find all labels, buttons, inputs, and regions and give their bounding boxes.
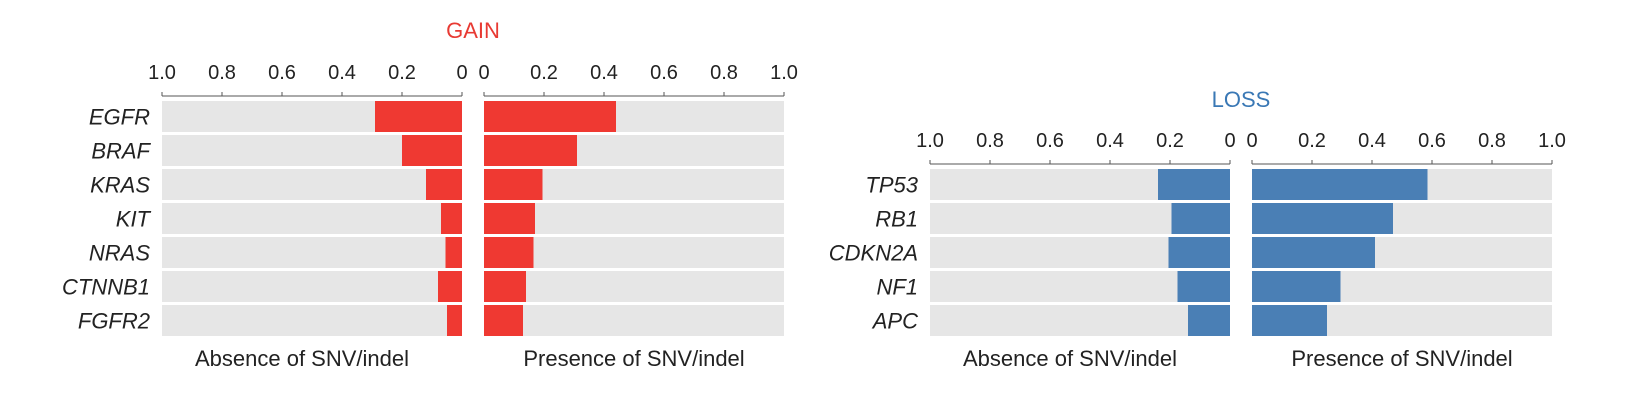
tick-label: 0 [1246,130,1257,152]
tick-label: 0.8 [1478,130,1506,152]
tick-label: 0.8 [710,62,738,84]
tick-label: 0 [1224,130,1235,152]
row-background [162,203,462,234]
tick-label: 0.4 [1358,130,1386,152]
bar-absence [447,305,462,336]
tick-label: 0.2 [388,62,416,84]
row-background [484,271,784,302]
bar-presence [484,101,616,132]
panel-gain: GAIN 1.0 0.8 0.6 0.4 0.2 0 0 0.2 0.4 0.6 0.8 1.0 EGFR… [62,18,798,371]
tick-label: 0.4 [1096,130,1124,152]
gene-label: KIT [116,207,152,232]
row-background [162,169,462,200]
bar-presence [484,237,534,268]
tick-label: 0.8 [976,130,1004,152]
bar-absence [375,101,462,132]
bar-absence [1177,271,1230,302]
gene-label: NRAS [89,241,150,266]
gene-label: NF1 [876,275,918,300]
gene-label: BRAF [91,139,151,164]
tick-label: 0.8 [208,62,236,84]
panel-title: LOSS [1212,87,1271,112]
row-background [162,237,462,268]
row-background [162,271,462,302]
bar-presence [484,305,523,336]
bar-absence [445,237,462,268]
bar-absence [1188,305,1230,336]
bar-absence [1158,169,1230,200]
bar-presence [484,135,577,166]
tick-label: 0 [478,62,489,84]
row-background [930,305,1230,336]
tick-label: 1.0 [916,130,944,152]
panel-title: GAIN [446,18,500,43]
xlabel-presence: Presence of SNV/indel [1291,346,1512,371]
gene-label: EGFR [89,105,150,130]
bar-absence [438,271,462,302]
gene-label: CDKN2A [829,241,918,266]
gene-label: RB1 [875,207,918,232]
xlabel-absence: Absence of SNV/indel [195,346,409,371]
bar-presence [484,169,543,200]
gene-label: APC [871,309,918,334]
row-background [484,305,784,336]
tick-label: 1.0 [770,62,798,84]
tick-label: 0 [456,62,467,84]
tick-label: 0.2 [1298,130,1326,152]
tick-label: 0.2 [530,62,558,84]
tick-label: 0.4 [590,62,618,84]
gene-label: FGFR2 [78,309,150,334]
xlabel-presence: Presence of SNV/indel [523,346,744,371]
tick-label: 0.4 [328,62,356,84]
bar-absence [1171,203,1230,234]
tick-label: 1.0 [1538,130,1566,152]
bar-presence [1252,169,1428,200]
bar-absence [426,169,462,200]
bar-absence [402,135,462,166]
gene-label: KRAS [90,173,150,198]
gene-label: TP53 [865,173,918,198]
tick-label: 0.2 [1156,130,1184,152]
bar-absence [1168,237,1230,268]
bar-presence [484,271,526,302]
row-background [162,305,462,336]
tick-label: 0.6 [1418,130,1446,152]
bar-absence [441,203,462,234]
tick-label: 0.6 [268,62,296,84]
bar-presence [1252,203,1393,234]
row-background [484,237,784,268]
bar-presence [484,203,535,234]
bar-presence [1252,271,1341,302]
bar-presence [1252,305,1327,336]
tick-label: 0.6 [650,62,678,84]
panel-loss: LOSS 1.0 0.8 0.6 0.4 0.2 0 0 0.2 0.4 0.6 0.8 1.0 TP53… [829,87,1566,371]
bar-presence [1252,237,1375,268]
gene-label: CTNNB1 [62,275,150,300]
xlabel-absence: Absence of SNV/indel [963,346,1177,371]
tick-label: 0.6 [1036,130,1064,152]
tick-label: 1.0 [148,62,176,84]
